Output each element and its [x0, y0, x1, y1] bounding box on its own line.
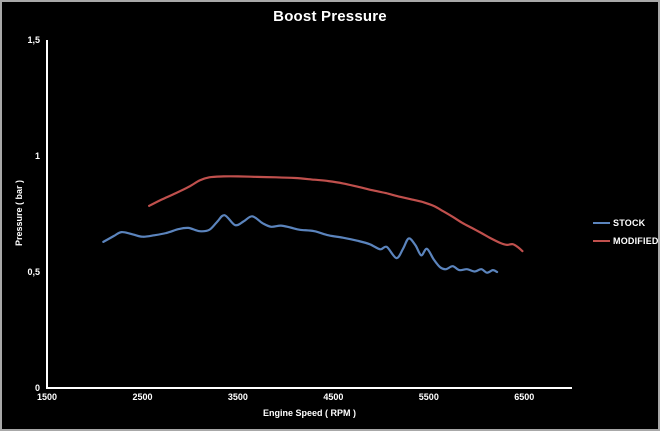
x-tick-label: 5500 [418, 392, 439, 402]
legend: STOCK MODIFIED [593, 214, 659, 250]
x-tick-label: 1500 [36, 392, 58, 402]
y-tick-label: 0,5 [27, 267, 40, 277]
x-axis-title: Engine Speed ( RPM ) [262, 408, 356, 418]
chart-title: Boost Pressure [273, 8, 387, 25]
legend-label: STOCK [613, 218, 646, 228]
x-tick-label: 4500 [323, 392, 344, 402]
legend-item-modified: MODIFIED [593, 232, 659, 250]
y-tick-label: 1 [34, 151, 40, 161]
legend-label: MODIFIED [613, 236, 659, 246]
axis-lines [46, 40, 572, 389]
x-tick-label: 2500 [132, 392, 153, 402]
legend-line-sample [593, 222, 610, 224]
series-line-modified [148, 175, 524, 253]
y-tick-label: 1,5 [27, 35, 40, 45]
series-line-stock [102, 214, 499, 274]
x-tick-label: 3500 [227, 392, 248, 402]
legend-line-sample [593, 240, 610, 242]
y-tick-label: 0 [34, 383, 40, 393]
x-tick-label: 6500 [514, 392, 535, 402]
y-axis-title: Pressure ( bar ) [14, 179, 24, 247]
legend-item-stock: STOCK [593, 214, 658, 232]
